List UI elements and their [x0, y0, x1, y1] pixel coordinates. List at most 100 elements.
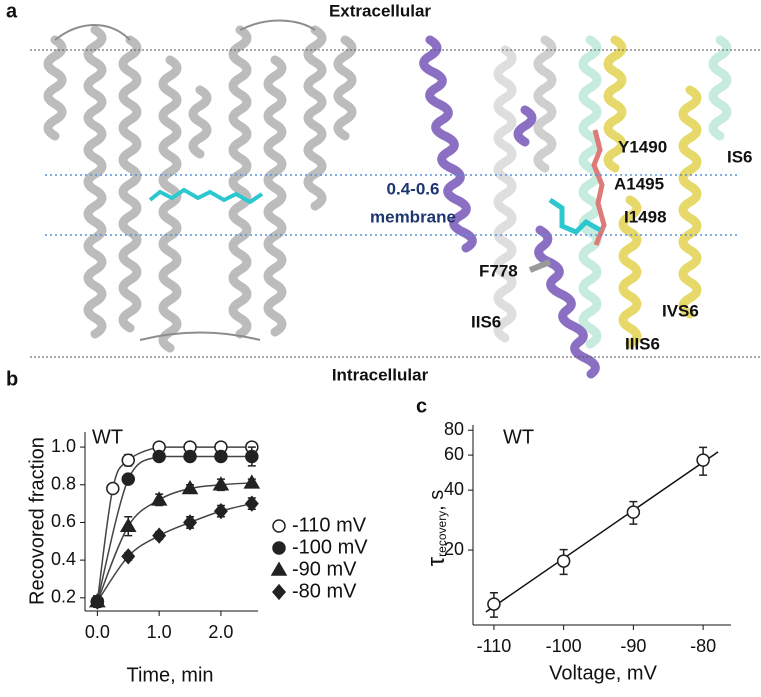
- helix: [493, 45, 517, 343]
- loop: [54, 19, 316, 341]
- region-label: Intracellular: [332, 365, 429, 384]
- segment-label: IIIS6: [625, 334, 660, 353]
- ligand: [148, 187, 264, 205]
- legend-marker: [270, 561, 288, 576]
- membrane-label: membrane: [370, 207, 456, 226]
- residue-label: A1495: [614, 174, 664, 193]
- y-label-subscript: recovery: [435, 511, 449, 557]
- helix: [303, 25, 327, 211]
- helix: [513, 105, 537, 147]
- x-tick-label: -80: [690, 636, 716, 656]
- helix: [603, 35, 627, 173]
- residue-label: I1498: [624, 207, 667, 226]
- marker: [213, 502, 228, 520]
- helix: [188, 85, 212, 159]
- residue-label: F778: [479, 261, 518, 280]
- marker: [245, 449, 259, 464]
- y-tick-label: 0.8: [51, 474, 76, 494]
- marker: [121, 472, 135, 486]
- marker: [181, 480, 199, 495]
- x-tick-label: 2.0: [208, 622, 233, 642]
- legend-marker: [272, 519, 286, 533]
- segment-label: IS6: [727, 147, 753, 166]
- x-tick-label: 1.0: [147, 622, 172, 642]
- y-tick-label: 1.0: [51, 436, 76, 456]
- helix: [618, 195, 642, 349]
- segment-label: IIS6: [471, 312, 501, 331]
- helix: [263, 55, 287, 337]
- helix: [333, 35, 357, 141]
- x-axis-label: Voltage, mV: [549, 662, 658, 684]
- helix: [118, 35, 142, 333]
- marker: [152, 449, 166, 464]
- y-tick-label: 40: [444, 479, 464, 499]
- left-structure: [43, 19, 357, 353]
- membrane-label: 0.4-0.6: [387, 179, 440, 198]
- y-label-symbol: τ: [423, 556, 450, 566]
- annotation: WT: [503, 426, 534, 448]
- helix: [708, 35, 732, 141]
- marker: [106, 481, 120, 496]
- panel-label: b: [6, 368, 18, 390]
- y-tick-label: 80: [444, 419, 464, 439]
- marker: [244, 495, 259, 512]
- y-axis-label: τrecovery, s: [423, 490, 450, 567]
- marker: [183, 449, 197, 464]
- fit-curve: [96, 502, 252, 603]
- marker: [152, 527, 167, 544]
- legend-marker: [272, 583, 286, 601]
- y-tick-label: 0.2: [51, 587, 76, 607]
- residue-label: Y1490: [618, 137, 667, 156]
- legend-label: -100 mV: [292, 536, 368, 558]
- region-label: Extracellular: [329, 1, 431, 20]
- marker: [183, 514, 198, 531]
- fit-line: [485, 451, 719, 613]
- helix: [158, 55, 182, 353]
- helix: [43, 35, 67, 141]
- legend-label: -90 mV: [292, 558, 357, 580]
- marker: [214, 449, 228, 464]
- y-tick-label: 0.6: [51, 511, 76, 531]
- legend-label: -110 mV: [292, 514, 367, 536]
- annotation: WT: [92, 426, 123, 448]
- marker: [243, 474, 261, 489]
- helix: [83, 25, 107, 339]
- legend-label: -80 mV: [292, 580, 357, 602]
- x-tick-label: -90: [620, 636, 646, 656]
- y-tick-label: 20: [444, 539, 464, 559]
- y-tick-label: 60: [444, 444, 464, 464]
- side-chain: [528, 259, 552, 273]
- x-tick-label: -110: [477, 636, 512, 656]
- panel-label: c: [416, 395, 427, 417]
- marker: [556, 554, 571, 568]
- panel-b: b WT Time, min Recovored fraction 0.0 1.0…: [6, 368, 368, 686]
- y-axis-label: Recovored fraction: [26, 437, 48, 605]
- helix: [533, 35, 557, 173]
- marker: [487, 597, 501, 611]
- x-tick-label: -100: [546, 636, 582, 656]
- marker: [90, 593, 105, 610]
- helix: [534, 225, 600, 379]
- legend-marker: [272, 541, 286, 555]
- fit-curve: [96, 446, 252, 602]
- ligand: [591, 129, 607, 246]
- helix: [228, 25, 252, 339]
- marker: [121, 548, 136, 565]
- marker: [121, 453, 135, 468]
- marker: [150, 491, 168, 506]
- x-axis-label: Time, min: [126, 664, 213, 686]
- panel-c: c WT Voltage, mV τrecovery, s -110 -100 -9…: [416, 395, 731, 684]
- ligand: [548, 197, 602, 235]
- marker: [119, 517, 137, 532]
- marker: [212, 476, 230, 491]
- segment-label: IVS6: [662, 301, 699, 320]
- marker: [696, 453, 710, 467]
- marker: [626, 505, 641, 519]
- helix: [419, 35, 477, 253]
- y-label-unit: , s: [426, 490, 448, 511]
- helix: [578, 35, 602, 349]
- panel-a: a Extracellular Intracellular 0.4-0.6 me…: [6, 0, 760, 384]
- right-structure: [419, 35, 732, 379]
- panel-label: a: [6, 0, 18, 22]
